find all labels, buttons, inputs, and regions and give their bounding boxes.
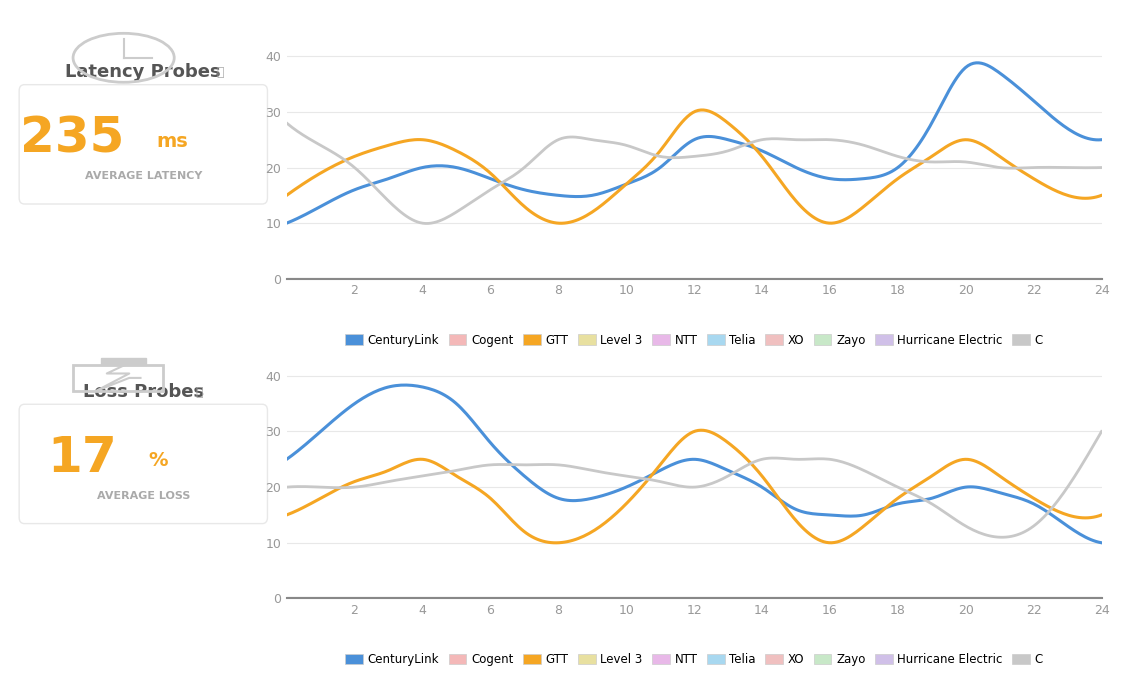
- Text: 235: 235: [20, 114, 125, 163]
- Text: Loss Probes: Loss Probes: [83, 383, 203, 401]
- Text: ms: ms: [156, 132, 188, 151]
- FancyBboxPatch shape: [19, 404, 268, 524]
- Bar: [101, 358, 146, 364]
- Text: %: %: [148, 452, 169, 471]
- Text: ⓘ: ⓘ: [216, 66, 224, 79]
- Text: ⓘ: ⓘ: [196, 386, 202, 398]
- Text: 17: 17: [47, 434, 117, 482]
- Text: Latency Probes: Latency Probes: [65, 63, 221, 82]
- Text: AVERAGE LOSS: AVERAGE LOSS: [97, 491, 190, 501]
- Legend: CenturyLink, Cogent, GTT, Level 3, NTT, Telia, XO, Zayo, Hurricane Electric, C: CenturyLink, Cogent, GTT, Level 3, NTT, …: [341, 649, 1048, 671]
- Legend: CenturyLink, Cogent, GTT, Level 3, NTT, Telia, XO, Zayo, Hurricane Electric, C: CenturyLink, Cogent, GTT, Level 3, NTT, …: [341, 329, 1048, 352]
- Text: AVERAGE LATENCY: AVERAGE LATENCY: [84, 171, 202, 182]
- FancyBboxPatch shape: [19, 84, 268, 204]
- Bar: [73, 364, 163, 391]
